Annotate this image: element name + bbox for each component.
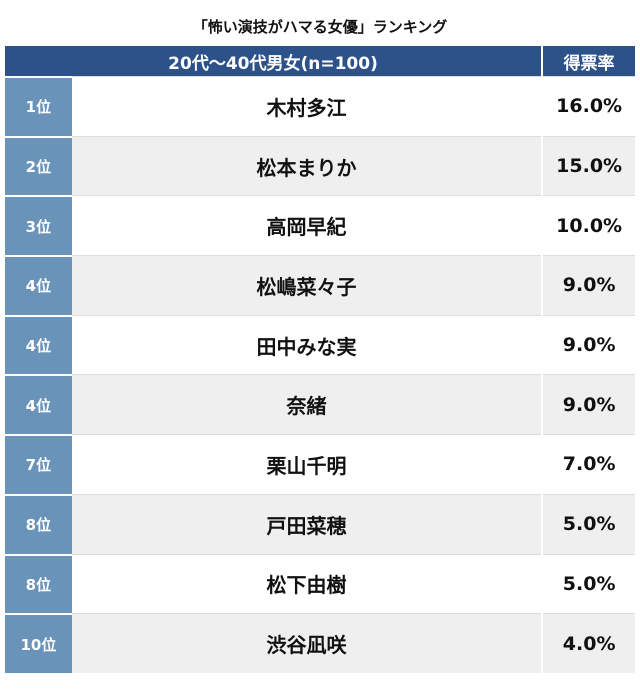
rank-cell: 4位 [5,314,72,375]
header-cell: 得票率 [543,46,635,76]
table-row: 2位 松本まりか 15.0% [5,135,635,196]
percent-cell: 10.0% [543,195,635,255]
table-row: 4位 田中みな実 9.0% [5,314,635,375]
name-cell: 奈緒 [71,374,542,435]
percent-cell: 15.0% [543,135,635,196]
rank-cell: 10位 [5,613,72,673]
table-row: 8位 松下由樹 5.0% [5,553,635,614]
name-cell: 松本まりか [71,135,542,196]
header-cell: 20代〜40代男女(n=100) [5,46,541,76]
name-cell: 戸田菜穂 [71,493,542,554]
title: 「怖い演技がハマる女優」ランキング [192,18,448,36]
percent-cell: 16.0% [543,76,635,136]
rank-cell: 7位 [5,434,72,494]
percent-cell: 5.0% [543,553,635,614]
ranking-table: 20代〜40代男女(n=100) 得票率 1位 木村多江 16.0% 2位 松本まりか 1… [5,46,635,673]
table-row: 7位 栗山千明 7.0% [5,434,635,494]
percent-cell: 4.0% [543,613,635,673]
rank-cell: 3位 [5,195,72,256]
name-cell: 田中みな実 [71,314,542,375]
percent-cell: 5.0% [543,493,635,554]
rank-cell: 8位 [5,493,72,554]
percent-cell: 9.0% [543,374,635,435]
name-cell: 松下由樹 [71,553,542,614]
table-row: 1位 木村多江 16.0% [5,76,635,136]
name-cell: 高岡早紀 [71,195,542,255]
rank-cell: 1位 [5,76,72,136]
table-row: 3位 高岡早紀 10.0% [5,195,635,256]
rank-cell: 8位 [5,553,72,614]
name-cell: 木村多江 [71,76,542,136]
rank-cell: 4位 [5,255,72,315]
table-row: 8位 戸田菜穂 5.0% [5,493,635,554]
table-row: 4位 奈緒 9.0% [5,374,635,435]
percent-cell: 7.0% [543,434,635,494]
rank-cell: 4位 [5,374,72,435]
name-cell: 栗山千明 [71,434,542,494]
percent-cell: 9.0% [543,314,635,375]
table-row: 4位 松嶋菜々子 9.0% [5,255,635,315]
header-row: 20代〜40代男女(n=100) 得票率 [5,46,635,76]
percent-cell: 9.0% [543,255,635,315]
rank-cell: 2位 [5,135,72,196]
name-cell: 松嶋菜々子 [71,255,542,315]
table-row: 10位 渋谷凪咲 4.0% [5,613,635,673]
name-cell: 渋谷凪咲 [71,613,542,673]
